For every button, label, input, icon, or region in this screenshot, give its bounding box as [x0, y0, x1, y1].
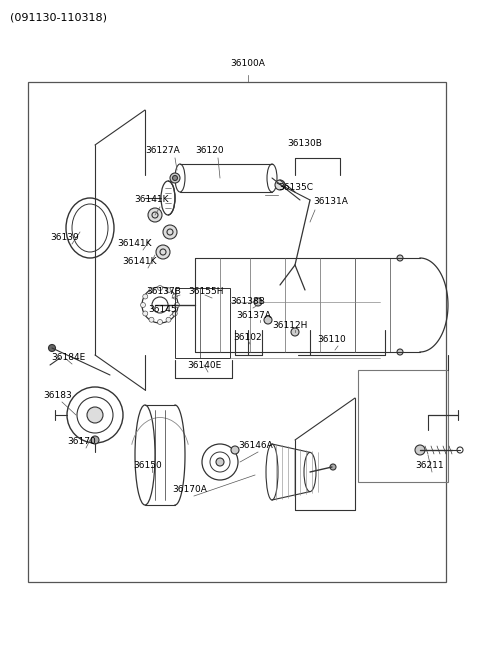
Text: 36137A: 36137A	[237, 311, 271, 320]
Text: 36130B: 36130B	[288, 139, 323, 148]
Text: 36145: 36145	[149, 305, 177, 314]
Text: 36120: 36120	[196, 146, 224, 155]
Circle shape	[170, 173, 180, 183]
Circle shape	[275, 180, 285, 190]
Text: 36184E: 36184E	[51, 353, 85, 362]
Circle shape	[291, 328, 299, 336]
Circle shape	[166, 317, 171, 322]
Circle shape	[172, 311, 177, 316]
Bar	[355, 258, 390, 352]
Circle shape	[157, 320, 163, 324]
Text: 36155H: 36155H	[188, 287, 224, 296]
Circle shape	[143, 311, 148, 316]
Circle shape	[397, 349, 403, 355]
Circle shape	[216, 458, 224, 466]
Circle shape	[172, 176, 178, 181]
Circle shape	[48, 345, 56, 352]
Circle shape	[91, 436, 99, 444]
Circle shape	[175, 303, 180, 307]
Circle shape	[149, 288, 154, 293]
Text: 36131A: 36131A	[313, 197, 348, 206]
Circle shape	[87, 407, 103, 423]
Text: 36146A: 36146A	[239, 441, 274, 450]
Text: 36141K: 36141K	[123, 257, 157, 266]
Circle shape	[397, 255, 403, 261]
Text: 36170: 36170	[68, 437, 96, 446]
Text: 36112H: 36112H	[272, 321, 308, 330]
Text: 36137B: 36137B	[146, 287, 181, 296]
Text: 36170A: 36170A	[173, 485, 207, 494]
Circle shape	[141, 303, 145, 307]
Circle shape	[415, 445, 425, 455]
Circle shape	[148, 208, 162, 222]
Text: 36141K: 36141K	[135, 195, 169, 204]
Text: 36140E: 36140E	[187, 361, 221, 370]
Text: 36211: 36211	[416, 461, 444, 470]
Text: 36150: 36150	[133, 461, 162, 470]
Bar	[28, 82, 446, 582]
Circle shape	[264, 316, 272, 324]
Text: 36100A: 36100A	[230, 59, 265, 68]
Circle shape	[143, 294, 148, 299]
Text: (091130-110318): (091130-110318)	[10, 12, 107, 22]
Bar	[175, 288, 230, 358]
Text: 36139: 36139	[50, 233, 79, 242]
Circle shape	[163, 225, 177, 239]
Bar	[358, 370, 448, 482]
Text: 36138B: 36138B	[230, 297, 265, 306]
Circle shape	[149, 317, 154, 322]
Circle shape	[157, 286, 163, 291]
Text: 36102: 36102	[234, 333, 262, 342]
Circle shape	[172, 294, 177, 299]
Text: 36183: 36183	[44, 391, 72, 400]
Circle shape	[166, 288, 171, 293]
Circle shape	[231, 446, 239, 454]
Circle shape	[254, 298, 262, 306]
Circle shape	[156, 245, 170, 259]
Text: 36110: 36110	[318, 335, 347, 344]
Text: 36141K: 36141K	[118, 239, 152, 248]
Text: 36135C: 36135C	[278, 183, 313, 192]
Circle shape	[330, 464, 336, 470]
Text: 36127A: 36127A	[145, 146, 180, 155]
